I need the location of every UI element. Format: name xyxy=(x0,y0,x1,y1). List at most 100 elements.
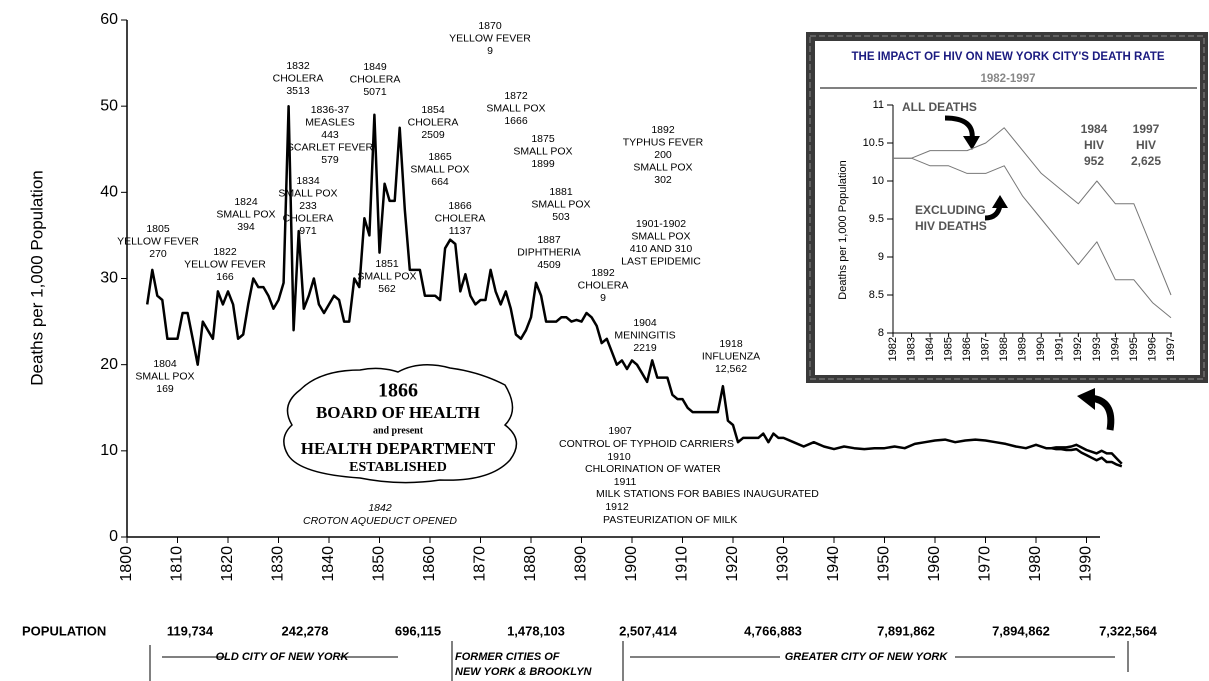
x-tick-label: 1983 xyxy=(905,337,917,361)
population-value: 7,894,862 xyxy=(992,623,1050,638)
population-value: 7,322,564 xyxy=(1099,623,1158,638)
series-label: EXCLUDING HIV DEATHS xyxy=(915,202,1007,234)
y-tick-label: 0 xyxy=(109,528,118,545)
annotation: 1805 xyxy=(146,223,170,235)
annotation: CHOLERA xyxy=(578,279,629,291)
annotation: 562 xyxy=(378,283,396,295)
x-tick-label: 1870 xyxy=(472,546,489,582)
x-tick-label: 1988 xyxy=(998,337,1010,361)
annotation: SMALL POX xyxy=(135,370,194,382)
x-tick-label: 1910 xyxy=(674,546,691,582)
x-tick-label: 1990 xyxy=(1035,337,1047,361)
annotation: MENINGITIS xyxy=(614,329,675,341)
annotation: 1984 xyxy=(1081,122,1108,136)
annotation: 1832 xyxy=(286,60,310,72)
annotation: SMALL POX xyxy=(278,187,337,199)
x-tick-label: 1930 xyxy=(775,546,792,582)
callout-text: 1866 xyxy=(378,380,418,402)
y-tick-label: 60 xyxy=(100,11,118,28)
annotation: 1870 xyxy=(478,20,502,32)
series-line xyxy=(1046,448,1122,466)
annotation: 394 xyxy=(237,221,255,233)
x-tick-label: 1996 xyxy=(1146,337,1158,361)
x-tick-label: 1960 xyxy=(926,546,943,582)
annotation: YELLOW FEVER xyxy=(449,32,531,44)
annotation: PASTEURIZATION OF MILK xyxy=(603,514,737,526)
annotation: SMALL POX xyxy=(531,198,590,210)
annotation: 2509 xyxy=(421,129,445,141)
annotation: 503 xyxy=(552,211,570,223)
annotation: 1849 xyxy=(363,61,387,73)
y-tick-label: 10 xyxy=(100,442,118,459)
arrow-head xyxy=(1077,388,1095,410)
inset-subtitle: 1982-1997 xyxy=(981,73,1036,85)
annotation: 169 xyxy=(156,383,174,395)
y-tick-label: 9 xyxy=(878,251,884,263)
annotation: 1851 xyxy=(375,258,399,270)
annotation: 9 xyxy=(600,292,606,304)
x-tick-label: 1860 xyxy=(421,546,438,582)
population-value: 242,278 xyxy=(282,623,329,638)
x-tick-label: 1840 xyxy=(320,546,337,582)
annotation: 1892 xyxy=(651,124,675,136)
annotation: 302 xyxy=(654,174,672,186)
annotation: TYPHUS FEVER xyxy=(623,136,704,148)
y-tick-label: 50 xyxy=(100,97,118,114)
annotation: 1834 xyxy=(296,175,320,187)
callout-text: HEALTH DEPARTMENT xyxy=(301,439,496,458)
population-value: 4,766,883 xyxy=(744,623,802,638)
annotation: 9 xyxy=(487,45,493,57)
x-tick-label: 1993 xyxy=(1091,337,1103,361)
annotation: DIPHTHERIA xyxy=(517,246,581,258)
page: THE IMPACT OF HIV ON NEW YORK CITY'S DEA… xyxy=(0,0,1209,681)
x-tick-label: 1970 xyxy=(977,546,994,582)
x-tick-label: 1830 xyxy=(270,546,287,582)
annotation: 1910 xyxy=(607,451,631,463)
x-tick-label: 1810 xyxy=(169,546,186,582)
annotation: 1872 xyxy=(504,90,528,102)
annotation: SMALL POX xyxy=(513,145,572,157)
x-tick-label: 1994 xyxy=(1109,337,1121,361)
x-tick-label: 1990 xyxy=(1078,546,1095,582)
y-axis-label: Deaths per 1,000 Population xyxy=(27,170,46,386)
annotation: 2219 xyxy=(633,342,657,354)
inset-y-axis-label: Deaths per 1,000 Population xyxy=(837,160,849,299)
annotation: 1804 xyxy=(153,358,177,370)
x-tick-label: 1991 xyxy=(1054,337,1066,361)
annotation: SMALL POX xyxy=(216,208,275,220)
population-value: 696,115 xyxy=(395,623,441,638)
annotation: HIV xyxy=(1136,138,1156,152)
annotation: LAST EPIDEMIC xyxy=(621,255,701,267)
annotation: 12,562 xyxy=(715,363,747,375)
x-tick-label: 1987 xyxy=(980,337,992,361)
x-tick-label: 1984 xyxy=(924,337,936,361)
annotation: 1901-1902 xyxy=(636,218,686,230)
x-tick-label: 1850 xyxy=(371,546,388,582)
annotation: SMALL POX xyxy=(357,270,416,282)
annotation: 3513 xyxy=(286,85,310,97)
y-tick-label: 20 xyxy=(100,356,118,373)
annotation: 1854 xyxy=(421,104,445,116)
annotation: CHLORINATION OF WATER xyxy=(585,463,721,475)
annotation: CHOLERA xyxy=(350,73,401,85)
x-tick-label: 1900 xyxy=(623,546,640,582)
annotation: MEASLES xyxy=(305,116,355,128)
inset-title: THE IMPACT OF HIV ON NEW YORK CITY'S DEA… xyxy=(851,51,1164,63)
x-tick-label: 1982 xyxy=(887,337,899,361)
population-value: 119,734 xyxy=(167,623,214,638)
annotation: 1899 xyxy=(531,158,555,170)
x-tick-label: 1880 xyxy=(522,546,539,582)
annotation: HIV xyxy=(1084,138,1104,152)
annotation: 270 xyxy=(149,248,167,260)
y-tick-label: 8 xyxy=(878,327,884,339)
annotation: CONTROL OF TYPHOID CARRIERS xyxy=(559,438,734,450)
annotation: 233 xyxy=(299,200,317,212)
x-tick-label: 1890 xyxy=(573,546,590,582)
annotation: 952 xyxy=(1084,154,1104,168)
annotation: CHOLERA xyxy=(283,212,334,224)
annotation: SMALL POX xyxy=(631,230,690,242)
annotation: SMALL POX xyxy=(633,161,692,173)
annotation: YELLOW FEVER xyxy=(184,258,266,270)
x-tick-label: 1820 xyxy=(219,546,236,582)
annotation: 579 xyxy=(321,154,339,166)
